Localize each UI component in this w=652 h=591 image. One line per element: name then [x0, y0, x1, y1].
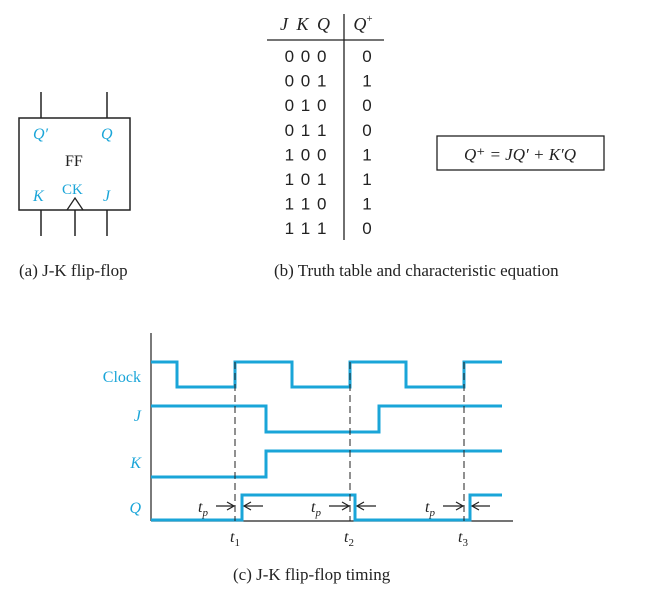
- truth-table-row-output: 1: [362, 72, 371, 91]
- equation-text: Q⁺ = JQ′ + K′Q: [464, 145, 576, 164]
- truth-table-row-output: 1: [362, 195, 371, 214]
- ff-label: FF: [65, 153, 83, 170]
- flipflop-block: Q′ Q FF K CK J: [18, 92, 131, 236]
- truth-table-row-inputs: 1 0 0: [285, 145, 328, 164]
- truth-table-row-inputs: 0 1 0: [285, 96, 328, 115]
- truth-table-rows: 0 0 0 0 0 0 1 1 0 1 0 0 0 1 1 0 1 0 0 1 1 0 1 1 1 1 …: [285, 47, 372, 238]
- arrow-right-icon: [341, 501, 351, 511]
- arrow-right-icon: [226, 501, 236, 511]
- truth-table-row-output: 1: [362, 170, 371, 189]
- tp-label-2: tp: [311, 499, 321, 519]
- signal-label-k: K: [129, 455, 142, 472]
- time-label-t1: t1: [230, 529, 240, 549]
- truth-table-row-inputs: 1 1 1: [285, 219, 328, 238]
- time-label-t3: t3: [458, 529, 468, 549]
- truth-table-row-output: 0: [362, 96, 371, 115]
- truth-table-row-output: 0: [362, 219, 371, 238]
- truth-table-row-inputs: 1 0 1: [285, 170, 328, 189]
- arrow-left-icon: [355, 501, 365, 511]
- arrow-left-icon: [470, 501, 480, 511]
- truth-table-row-inputs: 0 0 1: [285, 72, 328, 91]
- tp-marker-1: tp: [198, 499, 263, 519]
- truth-table-row-inputs: 0 1 1: [285, 121, 328, 140]
- ck-label: CK: [62, 182, 83, 198]
- tp-label-1: tp: [198, 499, 208, 519]
- signal-label-j: J: [134, 408, 142, 425]
- clock-waveform: [151, 360, 502, 389]
- signal-label-q: Q: [129, 500, 141, 517]
- truth-table-row-output: 1: [362, 145, 371, 164]
- tp-marker-2: tp: [311, 499, 376, 519]
- arrow-left-icon: [242, 501, 252, 511]
- caption-flipflop: (a) J-K flip-flop: [19, 261, 128, 280]
- arrow-right-icon: [455, 501, 465, 511]
- time-label-t2: t2: [344, 529, 354, 549]
- q-waveform: [151, 493, 502, 522]
- caption-timing: (c) J-K flip-flop timing: [233, 565, 391, 584]
- j-waveform: [151, 404, 502, 434]
- truth-table-row-inputs: 0 0 0: [285, 47, 328, 66]
- q-bar-label: Q′: [33, 126, 49, 143]
- clock-triangle-icon: [66, 196, 84, 211]
- characteristic-equation: Q⁺ = JQ′ + K′Q: [436, 135, 605, 171]
- truth-table-row-output: 0: [362, 47, 371, 66]
- signal-label-clock: Clock: [103, 369, 141, 386]
- truth-table-header-output: Q+: [353, 13, 372, 34]
- truth-table-header-inputs: J K Q: [280, 14, 332, 34]
- tp-label-3: tp: [425, 499, 435, 519]
- truth-table-row-inputs: 1 1 0: [285, 195, 328, 214]
- timing-diagram: Clock J K Q tp tp tp: [103, 333, 513, 549]
- tp-marker-3: tp: [425, 499, 490, 519]
- k-waveform: [151, 449, 502, 479]
- equation-box: [436, 135, 605, 171]
- truth-table-row-output: 0: [362, 121, 371, 140]
- truth-table: J K Q Q+ 0 0 0 0 0 0 1 1 0 1 0 0 0 1 1 0 1 0 0 1 1…: [267, 13, 384, 240]
- j-label: J: [103, 188, 111, 205]
- caption-truth-table: (b) Truth table and characteristic equat…: [274, 261, 559, 280]
- k-label: K: [32, 188, 45, 205]
- q-label: Q: [101, 126, 113, 143]
